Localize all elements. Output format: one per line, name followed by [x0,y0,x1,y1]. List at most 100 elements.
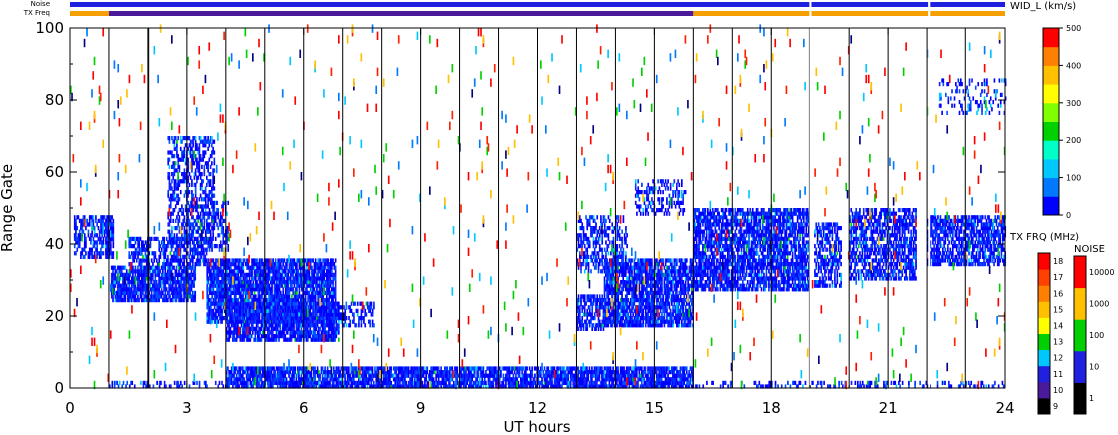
echo-cell [138,251,141,256]
echo-cell [590,254,592,259]
echo-cell [288,319,291,324]
echo-cell [642,323,645,328]
echo-cell [199,233,202,238]
echo-cell [591,305,594,310]
echo-cell [273,316,276,321]
echo-cell [144,290,147,295]
echo-cell [92,222,95,227]
echo-cell [212,287,215,292]
echo-cell [95,233,97,238]
echo-cell [118,276,121,281]
echo-cell [258,316,261,321]
echo-cell [323,269,326,274]
echo-cell [221,222,223,227]
echo-cell [184,269,187,274]
echo-cell [279,276,282,281]
echo-cell [580,301,582,306]
echo-cell [192,247,194,252]
echo-cell [169,211,172,216]
echo-cell [137,287,139,292]
echo-cell [93,244,96,249]
echo-cell [133,251,136,256]
echo-cell [91,218,93,223]
echo-cell [298,312,300,317]
echo-cell [238,290,241,295]
echo-cell [227,244,230,249]
echo-cell [188,294,190,299]
echo-cell [253,269,256,274]
echo-cell [236,265,238,270]
echo-cell [85,251,87,256]
echo-cell [580,269,582,274]
echo-cell [597,229,600,234]
echo-cell [270,319,273,324]
echo-cell [112,233,115,238]
echo-cell [180,236,183,241]
echo-cell [213,283,216,288]
echo-cell [227,308,230,313]
echo-cell [616,226,619,231]
echo-cell [187,290,189,295]
echo-cell [192,161,194,166]
echo-cell [169,269,172,274]
echo-cell [87,251,90,256]
echo-cell [213,211,216,216]
echo-cell [101,215,103,220]
echo-cell [221,316,223,321]
echo-cell [581,222,584,227]
echo-cell [167,265,169,270]
echo-cell [597,265,600,270]
echo-cell [120,290,123,295]
echo-cell [206,280,209,285]
echo-cell [128,276,131,281]
echo-cell [581,244,584,249]
echo-cell [93,229,96,234]
echo-cell [587,262,590,267]
echo-cell [123,294,126,299]
echo-cell [170,244,173,249]
echo-cell [227,262,230,267]
echo-cell [165,247,168,252]
echo-cell [174,294,177,299]
echo-cell [211,236,213,241]
echo-cell [106,226,108,231]
echo-cell [207,211,209,216]
echo-cell [226,283,228,288]
echo-cell [213,262,216,267]
echo-cell [220,316,222,321]
echo-cell [194,236,197,241]
echo-cell [211,294,213,299]
echo-cell [215,262,217,267]
echo-cell [281,294,283,299]
echo-cell [241,305,243,310]
echo-cell [250,305,252,310]
echo-cell [222,280,225,285]
echo-cell [266,276,268,281]
echo-cell [593,294,596,299]
echo-cell [98,254,101,259]
echo-cell [207,136,209,141]
echo-cell [155,290,158,295]
echo-cell [75,236,77,241]
echo-cell [217,294,220,299]
echo-cell [138,247,141,252]
echo-cell [155,272,158,277]
echo-cell [112,244,115,249]
echo-cell [622,254,625,259]
echo-cell [617,269,620,274]
echo-cell [177,244,179,249]
echo-cell [144,269,147,274]
echo-cell [213,168,216,173]
echo-cell [297,269,300,274]
echo-cell [203,254,205,259]
echo-cell [209,179,212,184]
echo-cell [237,287,240,292]
echo-cell [158,287,160,292]
echo-cell [289,280,292,285]
echo-cell [103,222,106,227]
echo-cell [252,323,254,328]
echo-cell [208,193,211,198]
echo-cell [212,172,214,177]
echo-cell [238,287,241,292]
echo-cell [170,280,173,285]
